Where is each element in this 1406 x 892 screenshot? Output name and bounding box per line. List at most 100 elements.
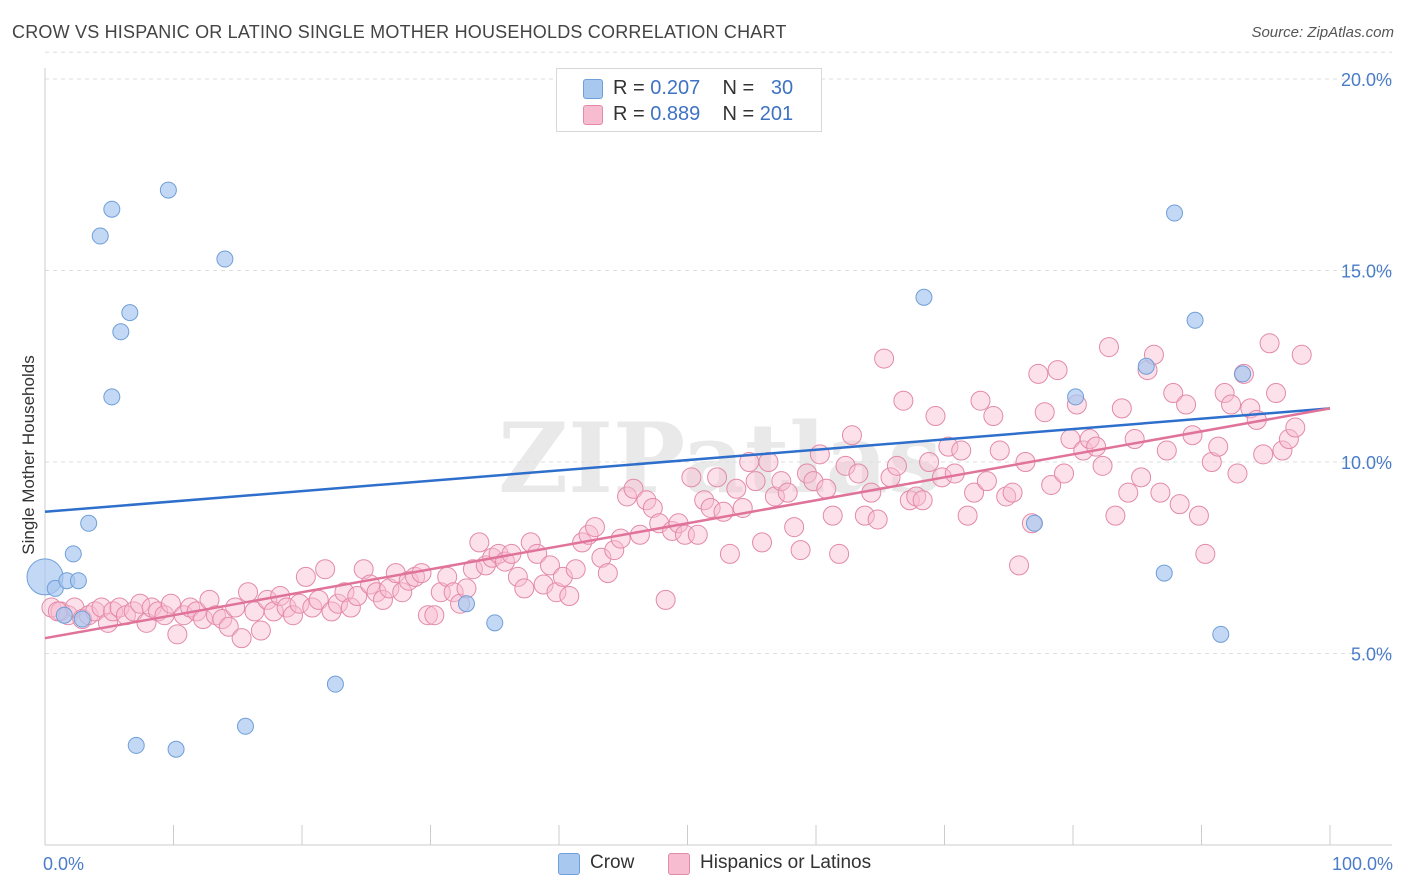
hispanic-point	[283, 605, 304, 626]
hispanic-point	[540, 555, 561, 576]
y-tick-label: 20.0%	[1341, 70, 1392, 90]
y-tick-label: 5.0%	[1351, 645, 1392, 665]
crow-point	[326, 675, 344, 693]
hispanic-point	[629, 524, 650, 545]
hispanic-point	[347, 586, 368, 607]
crow-point	[1234, 365, 1252, 383]
crow-point	[55, 606, 73, 624]
hispanic-point	[996, 486, 1017, 507]
hispanic-point	[295, 566, 316, 587]
hispanic-point	[1214, 383, 1235, 404]
crow-point	[1155, 564, 1173, 582]
hispanic-point	[353, 559, 374, 580]
hispanic-point	[1227, 463, 1248, 484]
y-tick-label: 10.0%	[1341, 453, 1392, 473]
crow-point	[457, 595, 475, 613]
hispanic-point	[1009, 555, 1030, 576]
hispanic-point	[1054, 463, 1075, 484]
hispanic-point	[533, 574, 554, 595]
crow-point	[167, 740, 185, 758]
source-label: Source: ZipAtlas.com	[1251, 24, 1394, 41]
hispanic-point	[372, 589, 393, 610]
crow-point	[236, 717, 254, 735]
hispanic-point	[1188, 505, 1209, 526]
hispanic-swatch	[583, 105, 603, 125]
crow-point	[127, 736, 145, 754]
hispanic-point	[1259, 333, 1280, 354]
crow-point	[1025, 514, 1043, 532]
crow-point	[103, 200, 121, 218]
hispanic-point	[514, 578, 535, 599]
hispanic-point	[462, 559, 483, 580]
hispanic-point	[970, 390, 991, 411]
hispanic-point	[238, 582, 259, 603]
hispanic-point	[1272, 440, 1293, 461]
crow-point	[112, 323, 130, 341]
hispanic-point	[938, 436, 959, 457]
hispanic-point	[1092, 455, 1113, 476]
hispanic-point	[604, 540, 625, 561]
hispanic-point	[829, 543, 850, 564]
hispanic-point	[1240, 398, 1261, 419]
hispanic-point	[584, 517, 605, 538]
hispanic-point	[771, 471, 792, 492]
y-tick-label: 15.0%	[1341, 262, 1392, 282]
hispanic-point	[1002, 482, 1023, 503]
stats-text-crow: R = 0.207 N = 30	[613, 77, 794, 99]
hispanic-point	[1266, 383, 1287, 404]
hispanic-point	[874, 348, 895, 369]
hispanic-point	[777, 482, 798, 503]
hispanic-point	[848, 463, 869, 484]
hispanic-point	[398, 570, 419, 591]
hispanic-point	[655, 589, 676, 610]
hispanic-point	[1098, 337, 1119, 358]
x-tick-label-max: 100.0%	[1332, 854, 1393, 874]
hispanic-point	[1118, 482, 1139, 503]
hispanic-point	[379, 578, 400, 599]
hispanic-point	[1028, 363, 1049, 384]
hispanic-point	[552, 566, 573, 587]
hispanic-point	[707, 467, 728, 488]
hispanic-point	[231, 628, 252, 649]
crow-point	[69, 572, 87, 590]
crow-point	[486, 614, 504, 632]
hispanic-point	[289, 593, 310, 614]
hispanic-point	[103, 601, 124, 622]
hispanic-point	[610, 528, 631, 549]
crow-point	[121, 304, 139, 322]
hispanic-point	[1047, 360, 1068, 381]
hispanic-point	[1291, 344, 1312, 365]
crow-point	[216, 250, 234, 268]
hispanic-point	[681, 467, 702, 488]
hispanic-point	[91, 597, 112, 618]
hispanic-point	[546, 582, 567, 603]
hispanic-point	[951, 440, 972, 461]
hispanic-point	[752, 532, 773, 553]
hispanic-point	[867, 509, 888, 530]
hispanic-point	[886, 455, 907, 476]
crow-point	[1166, 204, 1184, 222]
hispanic-point	[976, 471, 997, 492]
hispanic-point	[334, 582, 355, 603]
crow-point	[1137, 357, 1155, 375]
crow-point	[91, 227, 109, 245]
hispanic-point	[340, 597, 361, 618]
crow-point	[915, 288, 933, 306]
hispanic-point	[803, 471, 824, 492]
hispanic-point	[263, 601, 284, 622]
hispanic-point	[623, 478, 644, 499]
hispanic-point	[784, 517, 805, 538]
hispanic-point	[1169, 494, 1190, 515]
crow-point	[1186, 311, 1204, 329]
hispanic-point	[417, 605, 438, 626]
hispanic-point	[790, 540, 811, 561]
hispanic-point	[507, 566, 528, 587]
hispanic-point	[456, 578, 477, 599]
hispanic-point	[1034, 402, 1055, 423]
hispanic-point	[687, 524, 708, 545]
crow-point	[1212, 625, 1230, 643]
hispanic-point	[719, 543, 740, 564]
hispanic-point	[835, 455, 856, 476]
crow-point	[64, 545, 82, 563]
hispanic-point	[1278, 429, 1299, 450]
